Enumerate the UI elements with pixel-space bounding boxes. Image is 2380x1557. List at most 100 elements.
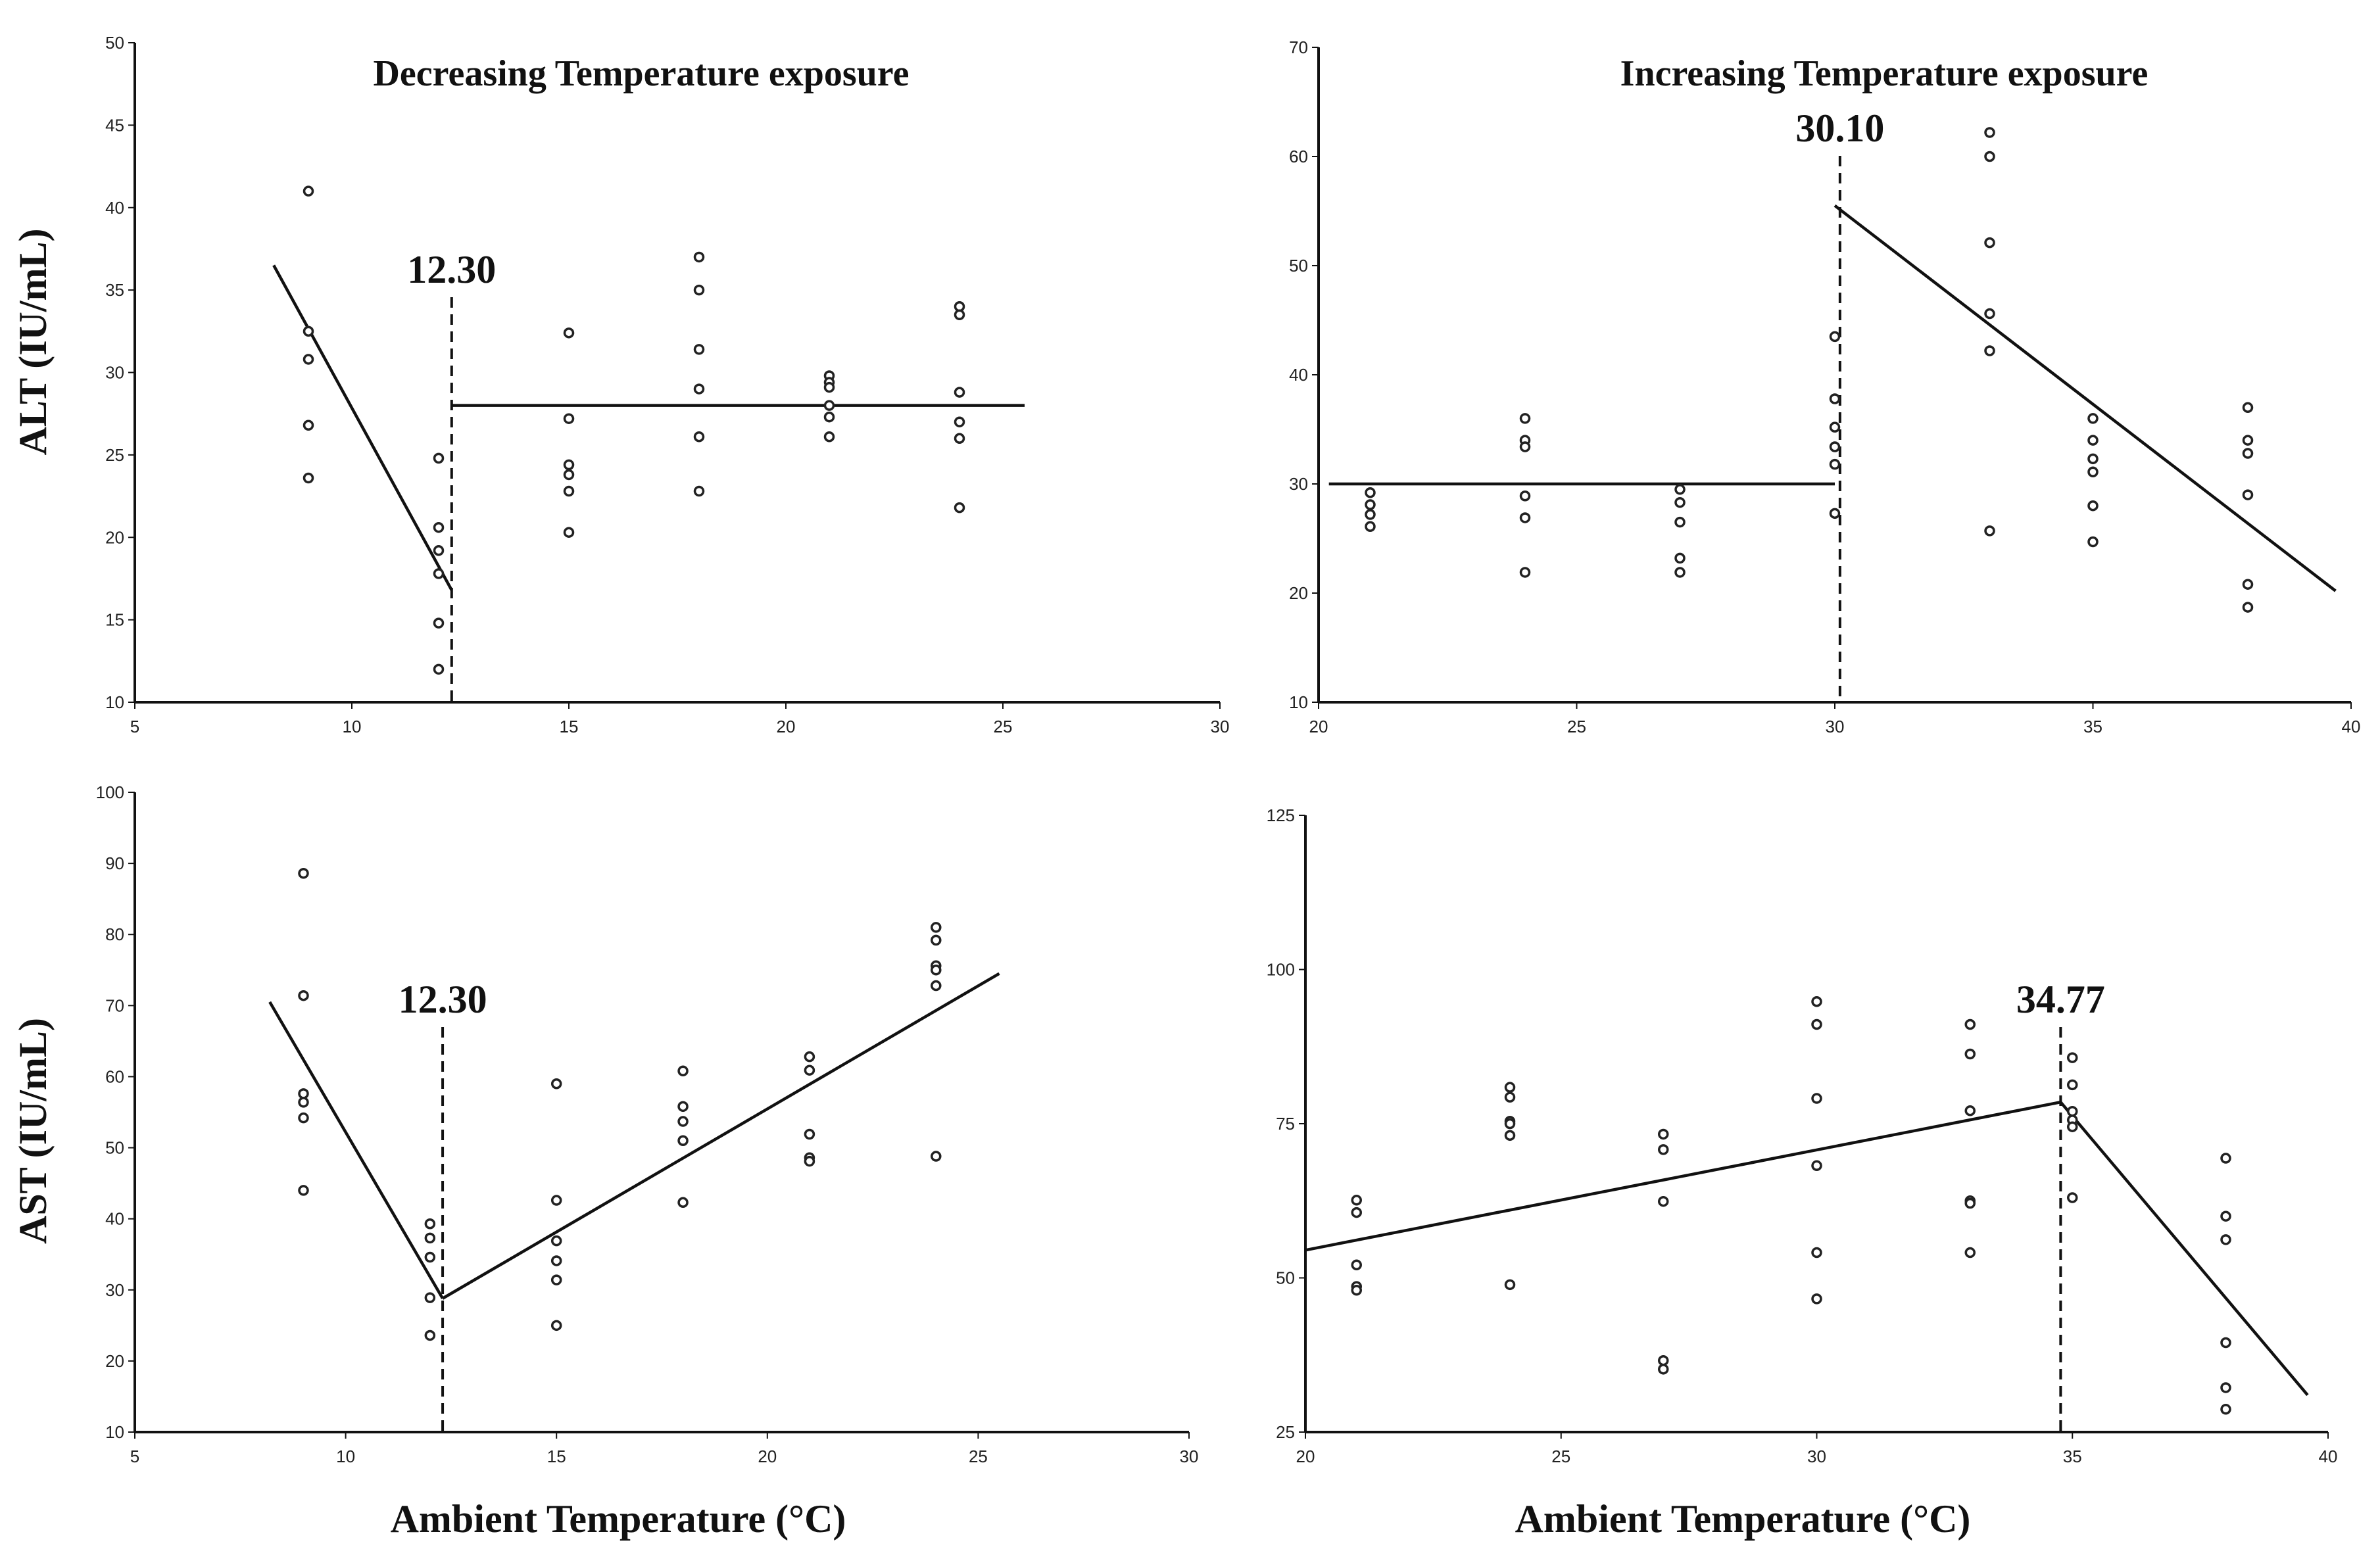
data-point	[1351, 1195, 1362, 1206]
data-point	[303, 472, 314, 484]
data-point	[804, 1155, 815, 1167]
y-tick-label: 50	[105, 33, 124, 53]
y-tick-label: 60	[105, 1066, 124, 1086]
data-point	[1984, 525, 1995, 537]
data-point	[823, 400, 835, 411]
data-point	[693, 344, 705, 355]
data-point	[1365, 521, 1376, 532]
data-point	[303, 354, 314, 365]
data-point	[2087, 466, 2099, 477]
data-point	[563, 459, 575, 471]
y-tick-label: 100	[1267, 960, 1295, 980]
data-point	[298, 867, 309, 879]
data-point	[563, 485, 575, 497]
x-tick-label: 35	[2083, 717, 2102, 736]
data-point	[1519, 491, 1531, 502]
data-point	[693, 383, 705, 395]
data-point	[424, 1292, 436, 1303]
data-point	[1829, 421, 1841, 433]
data-point	[1504, 1279, 1516, 1291]
data-point	[931, 980, 942, 992]
data-point	[1519, 567, 1531, 578]
x-tick-label: 15	[547, 1447, 566, 1466]
data-point	[1658, 1195, 1669, 1207]
data-point	[693, 284, 705, 296]
data-point	[823, 431, 835, 443]
data-point	[1829, 458, 1841, 470]
data-point	[2242, 602, 2254, 613]
data-point	[1351, 1285, 1362, 1296]
y-tick-label: 20	[105, 1351, 124, 1371]
y-tick-label: 50	[105, 1138, 124, 1158]
y-tick-label: 70	[1289, 37, 1308, 57]
x-tick-label: 25	[1551, 1447, 1570, 1466]
x-tick-label: 30	[1211, 717, 1230, 736]
data-point	[1519, 441, 1531, 452]
data-point	[804, 1128, 815, 1140]
chart-panel-bottom-left: 10 20 30 40 50 60 70 80 90 100 5 10 15 20 25 30 12.30	[96, 782, 1199, 1466]
x-tick-label: 25	[969, 1447, 988, 1466]
data-point	[424, 1251, 436, 1263]
y-axis-title-ast: AST (IU/mL)	[11, 1018, 55, 1244]
data-point	[954, 502, 965, 514]
y-tick-label: 40	[105, 1209, 124, 1229]
data-point	[1984, 151, 1995, 162]
data-point	[550, 1255, 562, 1266]
data-point	[1658, 1144, 1669, 1155]
y-tick-label: 10	[1289, 692, 1308, 712]
data-point	[1658, 1364, 1669, 1375]
y-tick-label: 15	[105, 610, 124, 630]
data-point	[1674, 484, 1686, 495]
data-point	[823, 381, 835, 393]
y-tick-label: 40	[105, 198, 124, 218]
data-point	[823, 411, 835, 423]
breakpoint-label: 12.30	[399, 978, 487, 1021]
y-tick-label: 90	[105, 853, 124, 873]
data-point	[433, 545, 445, 556]
data-point	[550, 1320, 562, 1331]
data-point	[1519, 512, 1531, 523]
regression-segment	[1834, 204, 2337, 592]
data-point	[1365, 509, 1376, 520]
data-point	[433, 663, 445, 675]
data-point	[2220, 1153, 2231, 1164]
x-tick-label: 40	[2342, 717, 2361, 736]
y-tick-label: 25	[1276, 1422, 1295, 1442]
data-point	[804, 1051, 815, 1063]
data-point	[424, 1232, 436, 1244]
y-tick-label: 60	[1289, 147, 1308, 166]
data-point	[550, 1195, 562, 1206]
data-point	[2242, 489, 2254, 500]
x-tick-label: 20	[1309, 717, 1328, 736]
data-point	[298, 1088, 309, 1099]
data-point	[1984, 345, 1995, 356]
data-point	[1964, 1197, 1976, 1209]
y-tick-label: 40	[1289, 365, 1308, 385]
data-point	[563, 469, 575, 481]
regression-segment	[272, 264, 453, 591]
data-point	[931, 1151, 942, 1162]
y-tick-label: 80	[105, 924, 124, 944]
x-tick-label: 15	[560, 717, 579, 736]
data-point	[1674, 567, 1686, 578]
data-point	[1964, 1247, 1976, 1258]
data-point	[804, 1065, 815, 1076]
data-point	[1351, 1259, 1362, 1271]
data-point	[298, 1185, 309, 1196]
data-point	[1658, 1354, 1669, 1366]
x-tick-label: 10	[336, 1447, 355, 1466]
data-point	[424, 1329, 436, 1341]
data-point	[2087, 435, 2099, 446]
data-point	[1658, 1128, 1669, 1140]
data-point	[2242, 579, 2254, 590]
data-point	[1811, 996, 1822, 1007]
data-point	[2067, 1052, 2078, 1063]
x-tick-label: 25	[994, 717, 1013, 736]
data-point	[2220, 1404, 2231, 1415]
data-point	[2087, 453, 2099, 465]
data-point	[931, 922, 942, 933]
data-point	[1811, 1093, 1822, 1104]
data-point	[954, 309, 965, 320]
data-point	[677, 1101, 689, 1113]
